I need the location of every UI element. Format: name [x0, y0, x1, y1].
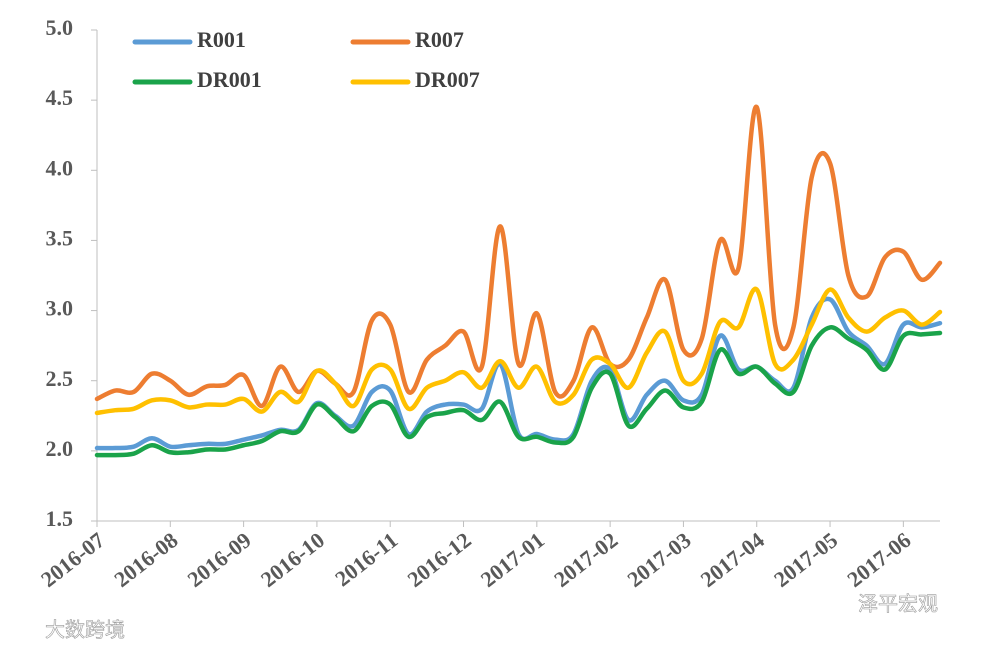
x-tick-label: 2016-07	[36, 527, 109, 592]
legend-label: DR007	[415, 67, 480, 92]
x-tick-label: 2016-11	[330, 527, 402, 591]
line	[94, 286, 943, 416]
y-tick-label: 1.5	[46, 506, 74, 531]
x-tick-label: 2017-01	[476, 527, 549, 592]
y-tick-label: 4.5	[46, 85, 74, 110]
x-tick-label: 2017-06	[842, 527, 915, 592]
y-tick-label: 5.0	[46, 15, 74, 40]
y-tick-label: 2.0	[46, 436, 74, 461]
y-tick-label: 4.0	[46, 155, 74, 180]
x-tick-label: 2017-03	[622, 527, 695, 592]
x-tick-label: 2017-02	[549, 527, 622, 592]
x-tick-label: 2016-12	[403, 527, 476, 592]
line	[94, 325, 943, 458]
x-tick-label: 2017-05	[769, 527, 842, 592]
x-tick-label: 2016-09	[183, 527, 256, 592]
watermark: 泽平宏观	[858, 592, 938, 616]
watermark: 大数跨境	[45, 618, 125, 642]
x-tick-label: 2016-10	[256, 527, 329, 592]
legend-label: DR001	[197, 67, 262, 92]
legend-label: R001	[197, 27, 246, 52]
legend-label: R007	[415, 27, 464, 52]
y-tick-label: 3.5	[46, 225, 74, 250]
x-tick-label: 2016-08	[109, 527, 182, 592]
y-tick-label: 2.5	[46, 366, 74, 391]
line	[94, 104, 943, 409]
y-tick-label: 3.0	[46, 296, 74, 321]
x-tick-label: 2017-04	[696, 527, 769, 592]
